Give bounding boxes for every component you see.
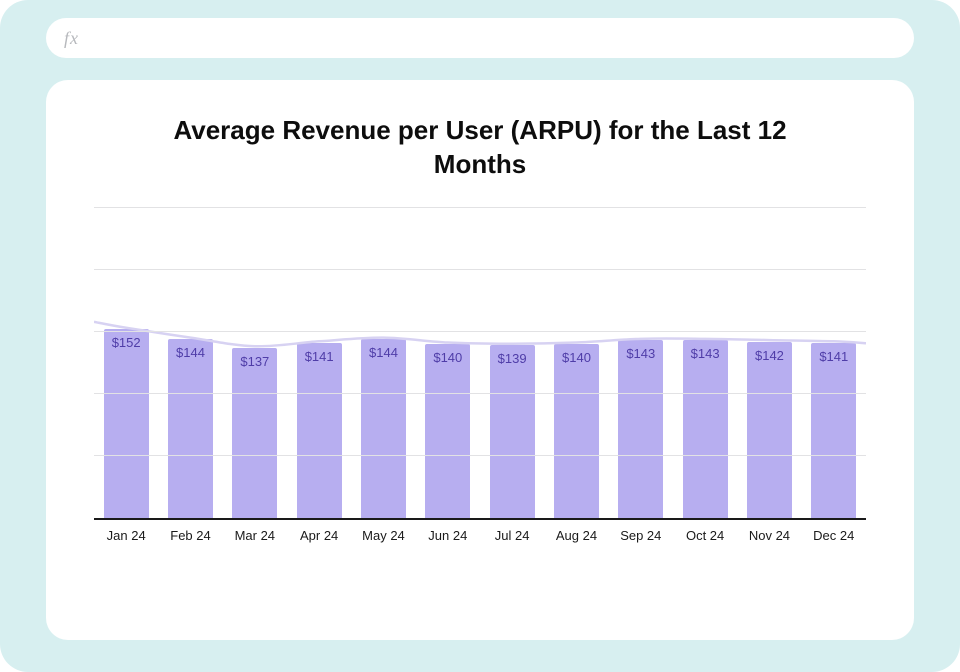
bar-slot: $142 xyxy=(737,210,801,518)
bar: $143 xyxy=(683,340,728,517)
x-tick-label: Feb 24 xyxy=(158,528,222,543)
x-tick-label: Oct 24 xyxy=(673,528,737,543)
bar-value-label: $152 xyxy=(104,335,149,350)
bar-value-label: $144 xyxy=(168,345,213,360)
bar: $141 xyxy=(297,343,342,518)
bar-slot: $143 xyxy=(673,210,737,518)
bar-slot: $141 xyxy=(287,210,351,518)
bar-value-label: $137 xyxy=(232,354,277,369)
bar: $143 xyxy=(618,340,663,517)
gridline xyxy=(94,393,866,394)
bar: $140 xyxy=(554,344,599,518)
bar: $139 xyxy=(490,345,535,517)
bar-slot: $152 xyxy=(94,210,158,518)
bar: $141 xyxy=(811,343,856,518)
bar-slot: $139 xyxy=(480,210,544,518)
x-tick-label: Nov 24 xyxy=(737,528,801,543)
gridline xyxy=(94,207,866,208)
bar-slot: $140 xyxy=(416,210,480,518)
x-tick-label: Apr 24 xyxy=(287,528,351,543)
gridline xyxy=(94,269,866,270)
arpu-chart: $152 $144 $137 $141 $144 $140 $139 $140 $143 $143… xyxy=(94,210,866,543)
x-axis-labels: Jan 24Feb 24Mar 24Apr 24May 24Jun 24Jul … xyxy=(94,528,866,543)
bar-value-label: $142 xyxy=(747,348,792,363)
chart-card: Average Revenue per User (ARPU) for the … xyxy=(46,80,914,640)
x-tick-label: Jun 24 xyxy=(416,528,480,543)
bar-value-label: $143 xyxy=(618,346,663,361)
x-tick-label: Mar 24 xyxy=(223,528,287,543)
x-tick-label: Aug 24 xyxy=(544,528,608,543)
bar-slot: $144 xyxy=(158,210,222,518)
plot-area: $152 $144 $137 $141 $144 $140 $139 $140 $143 $143… xyxy=(94,210,866,520)
x-tick-label: Dec 24 xyxy=(802,528,866,543)
x-tick-label: Sep 24 xyxy=(609,528,673,543)
chart-title: Average Revenue per User (ARPU) for the … xyxy=(170,114,790,182)
bar-slot: $143 xyxy=(609,210,673,518)
bar-slot: $144 xyxy=(351,210,415,518)
bar-value-label: $139 xyxy=(490,351,535,366)
bar-value-label: $140 xyxy=(554,350,599,365)
bar-value-label: $144 xyxy=(361,345,406,360)
formula-bar[interactable]: fx xyxy=(46,18,914,58)
bar-value-label: $140 xyxy=(425,350,470,365)
stage: fx Average Revenue per User (ARPU) for t… xyxy=(0,0,960,672)
bar-value-label: $143 xyxy=(683,346,728,361)
bar-slot: $140 xyxy=(544,210,608,518)
gridline xyxy=(94,331,866,332)
x-tick-label: Jul 24 xyxy=(480,528,544,543)
bar: $137 xyxy=(232,348,277,518)
fx-icon: fx xyxy=(64,28,79,49)
x-tick-label: May 24 xyxy=(351,528,415,543)
bar-slot: $141 xyxy=(802,210,866,518)
bar-slot: $137 xyxy=(223,210,287,518)
x-tick-label: Jan 24 xyxy=(94,528,158,543)
bar: $140 xyxy=(425,344,470,518)
bar-value-label: $141 xyxy=(297,349,342,364)
gridline xyxy=(94,455,866,456)
bar: $144 xyxy=(361,339,406,518)
bars-container: $152 $144 $137 $141 $144 $140 $139 $140 $143 $143… xyxy=(94,210,866,518)
bar: $152 xyxy=(104,329,149,517)
bar: $142 xyxy=(747,342,792,518)
bar: $144 xyxy=(168,339,213,518)
bar-value-label: $141 xyxy=(811,349,856,364)
